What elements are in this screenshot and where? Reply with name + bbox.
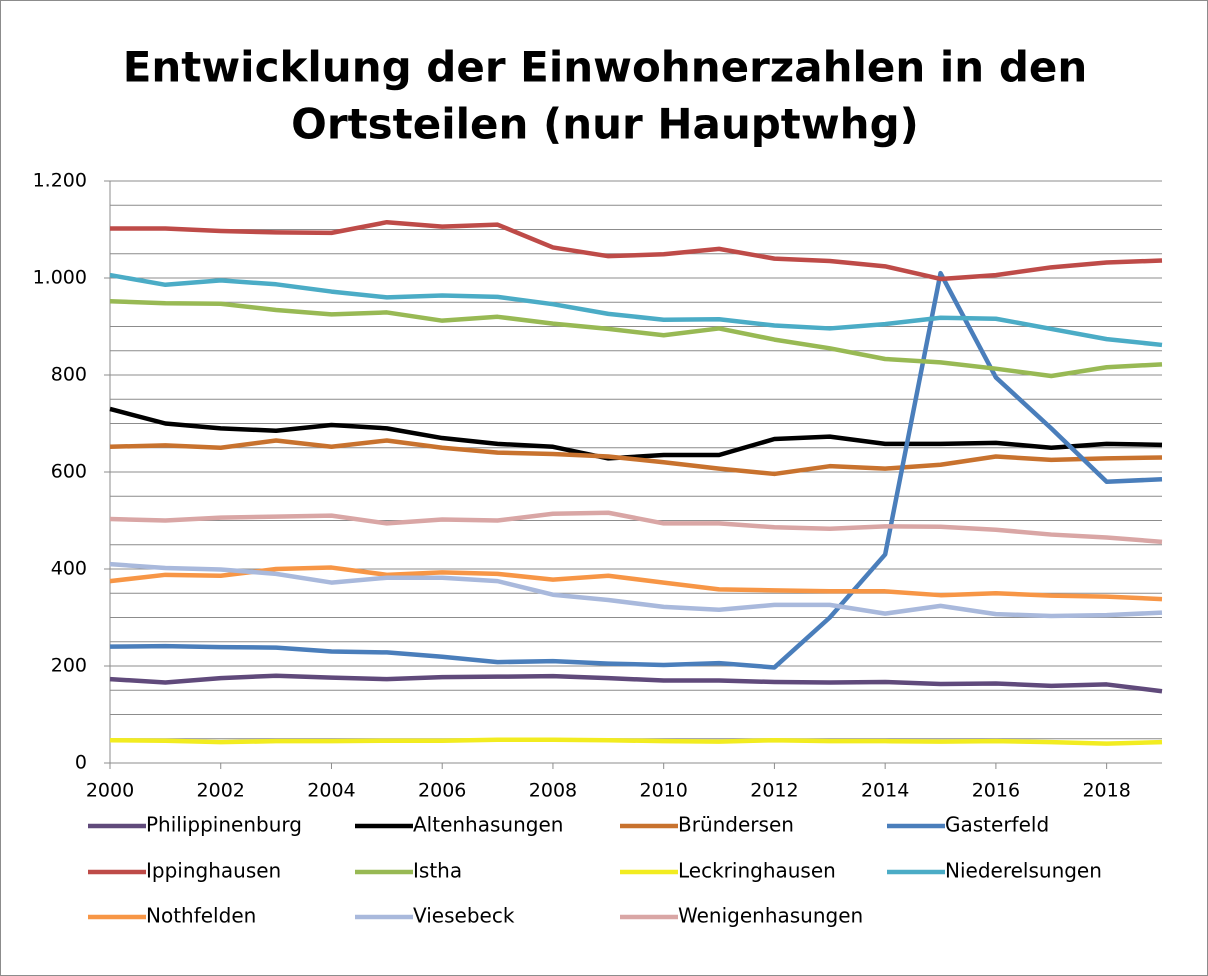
legend-label: Gasterfeld bbox=[945, 813, 1049, 837]
x-tick-label: 2014 bbox=[861, 780, 909, 802]
series-line bbox=[109, 299, 1163, 379]
x-tick-label: 2004 bbox=[307, 780, 355, 802]
x-tick-label: 2006 bbox=[418, 780, 466, 802]
y-tick-label: 1.000 bbox=[33, 267, 87, 289]
series-line bbox=[109, 510, 1163, 545]
series-line bbox=[109, 737, 1163, 746]
legend-label: Altenhasungen bbox=[413, 813, 563, 837]
series-line bbox=[109, 438, 1163, 477]
x-tick-label: 2008 bbox=[529, 780, 577, 802]
series-line bbox=[109, 270, 1163, 670]
series-line bbox=[110, 219, 1163, 282]
x-tick-label: 2000 bbox=[86, 780, 134, 802]
legend-label: Istha bbox=[413, 859, 462, 883]
legend-label: Leckringhausen bbox=[678, 859, 836, 883]
y-tick-label: 400 bbox=[51, 558, 87, 580]
legend-label: Ippinghausen bbox=[146, 859, 281, 883]
series-line bbox=[109, 561, 1163, 619]
series-line bbox=[109, 673, 1163, 694]
series-line bbox=[109, 272, 1163, 348]
legend-label: Wenigenhasungen bbox=[678, 904, 863, 928]
y-tick-label: 800 bbox=[51, 364, 87, 386]
x-tick-label: 2002 bbox=[197, 780, 245, 802]
series-line bbox=[109, 406, 1163, 461]
x-tick-label: 2012 bbox=[750, 780, 798, 802]
chart-title: Entwicklung der Einwohnerzahlen in den bbox=[123, 43, 1088, 92]
y-tick-label: 0 bbox=[75, 752, 87, 774]
chart-title: Ortsteilen (nur Hauptwhg) bbox=[291, 100, 919, 149]
y-tick-label: 600 bbox=[51, 461, 87, 483]
x-tick-label: 2010 bbox=[640, 780, 688, 802]
legend-label: Philippinenburg bbox=[146, 813, 302, 837]
y-tick-label: 1.200 bbox=[33, 170, 87, 192]
y-tick-label: 200 bbox=[51, 655, 87, 677]
legend-label: Viesebeck bbox=[413, 904, 515, 928]
legend-label: Niederelsungen bbox=[945, 859, 1102, 883]
legend-label: Nothfelden bbox=[146, 904, 256, 928]
x-tick-label: 2016 bbox=[972, 780, 1020, 802]
series-line bbox=[109, 565, 1163, 602]
legend-label: Bründersen bbox=[678, 813, 794, 837]
x-tick-label: 2018 bbox=[1082, 780, 1130, 802]
